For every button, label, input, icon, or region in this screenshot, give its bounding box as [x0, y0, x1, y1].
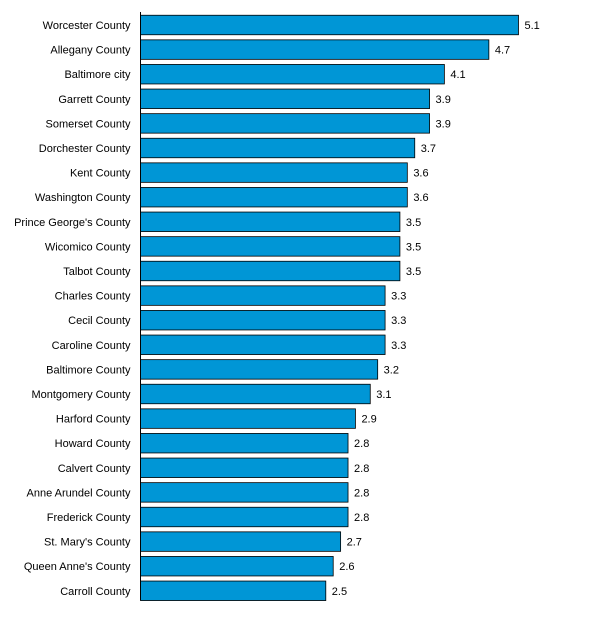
bar-harford-county	[140, 408, 356, 429]
value-label-cecil-county: 3.3	[391, 315, 406, 327]
category-label-caroline-county: Caroline County	[52, 340, 131, 352]
category-label-talbot-county: Talbot County	[63, 266, 131, 278]
category-label-dorchester-county: Dorchester County	[39, 143, 131, 155]
bar-washington-county	[140, 187, 408, 208]
bar-garrett-county	[140, 88, 430, 109]
category-label-carroll-county: Carroll County	[60, 586, 131, 598]
bar-howard-county	[140, 433, 349, 454]
category-label-prince-george-s-county: Prince George's County	[14, 217, 131, 229]
bar-st-mary-s-county	[140, 531, 342, 552]
bar-talbot-county	[140, 260, 401, 282]
value-label-kent-county: 3.6	[413, 168, 428, 180]
category-label-garrett-county: Garrett County	[58, 94, 131, 106]
category-label-baltimore-county: Baltimore County	[46, 364, 131, 376]
category-label-allegany-county: Allegany County	[50, 45, 131, 57]
category-label-kent-county: Kent County	[70, 168, 131, 180]
value-label-talbot-county: 3.5	[406, 266, 421, 278]
category-label-anne-arundel-county: Anne Arundel County	[27, 487, 131, 499]
bar-cecil-county	[140, 310, 386, 331]
bar-caroline-county	[140, 334, 386, 355]
value-label-worcester-county: 5.1	[525, 20, 540, 32]
value-label-dorchester-county: 3.7	[421, 143, 436, 155]
category-label-calvert-county: Calvert County	[58, 463, 131, 475]
bars-layer	[140, 14, 519, 601]
bar-dorchester-county	[140, 137, 416, 159]
bar-wicomico-county	[140, 236, 401, 257]
category-label-worcester-county: Worcester County	[43, 20, 131, 32]
value-labels-layer: 5.1 4.7 4.1 3.9 3.9 3.7 3.6 3.6 3.5 3.5 3.5 3.3 3.3 3…	[332, 20, 540, 598]
category-label-queen-anne-s-county: Queen Anne's County	[24, 561, 131, 573]
bar-allegany-county	[140, 39, 490, 60]
category-label-st-mary-s-county: St. Mary's County	[44, 537, 131, 549]
value-label-caroline-county: 3.3	[391, 340, 406, 352]
bar-baltimore-city	[140, 64, 445, 85]
bar-somerset-county	[140, 113, 430, 134]
value-label-montgomery-county: 3.1	[376, 389, 391, 401]
category-label-howard-county: Howard County	[55, 438, 131, 450]
bar-anne-arundel-county	[140, 482, 349, 503]
bar-baltimore-county	[140, 359, 379, 380]
bar-carroll-county	[140, 580, 327, 601]
category-label-charles-county: Charles County	[55, 291, 131, 303]
category-label-somerset-county: Somerset County	[46, 118, 131, 130]
category-label-baltimore-city: Baltimore city	[64, 69, 131, 81]
value-label-washington-county: 3.6	[413, 192, 428, 204]
value-label-somerset-county: 3.9	[436, 118, 451, 130]
category-label-washington-county: Washington County	[35, 192, 131, 204]
value-label-allegany-county: 4.7	[495, 45, 510, 57]
value-label-prince-george-s-county: 3.5	[406, 217, 421, 229]
value-label-harford-county: 2.9	[361, 414, 376, 426]
value-label-st-mary-s-county: 2.7	[347, 537, 362, 549]
value-label-howard-county: 2.8	[354, 438, 369, 450]
value-label-frederick-county: 2.8	[354, 512, 369, 524]
category-label-wicomico-county: Wicomico County	[45, 241, 131, 253]
bar-frederick-county	[140, 506, 349, 528]
value-label-baltimore-county: 3.2	[384, 364, 399, 376]
bar-kent-county	[140, 162, 408, 183]
category-label-montgomery-county: Montgomery County	[31, 389, 131, 401]
category-label-harford-county: Harford County	[56, 414, 131, 426]
bar-prince-george-s-county	[140, 211, 401, 232]
bar-calvert-county	[140, 457, 349, 478]
value-label-anne-arundel-county: 2.8	[354, 487, 369, 499]
value-label-calvert-county: 2.8	[354, 463, 369, 475]
bar-queen-anne-s-county	[140, 556, 334, 577]
value-label-baltimore-city: 4.1	[450, 69, 465, 81]
category-labels-layer: Worcester County Allegany County Baltimore…	[14, 20, 131, 598]
value-label-queen-anne-s-county: 2.6	[339, 561, 354, 573]
value-label-carroll-county: 2.5	[332, 586, 347, 598]
bar-montgomery-county	[140, 383, 371, 405]
value-label-garrett-county: 3.9	[436, 94, 451, 106]
bar-worcester-county	[140, 14, 519, 36]
value-label-wicomico-county: 3.5	[406, 241, 421, 253]
value-label-charles-county: 3.3	[391, 291, 406, 303]
bar-charles-county	[140, 285, 386, 306]
category-label-frederick-county: Frederick County	[47, 512, 131, 524]
category-label-cecil-county: Cecil County	[68, 315, 131, 327]
